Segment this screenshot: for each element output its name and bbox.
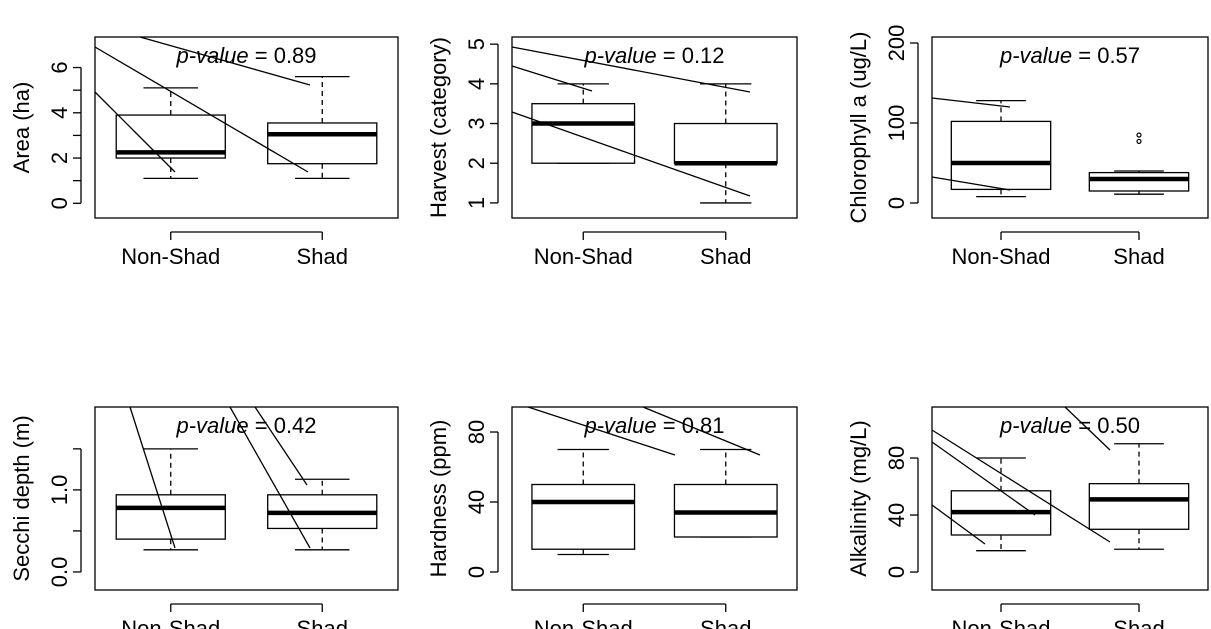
p-value-label: p-value	[583, 413, 656, 438]
plot-frame	[931, 36, 1209, 219]
stray-line	[931, 97, 1011, 108]
x-tick-label: Shad	[297, 616, 348, 629]
stray-line	[642, 406, 761, 456]
stray-line	[511, 65, 593, 92]
p-value-annotation: p-value = 0.57	[999, 43, 1140, 68]
y-axis-label: Hardness (ppm)	[426, 420, 451, 578]
box	[267, 122, 378, 165]
y-tick-label: 0.0	[47, 557, 72, 588]
p-value-text: = 0.81	[663, 413, 725, 438]
stray-line	[931, 429, 1111, 543]
p-value-text: = 0.42	[255, 413, 317, 438]
y-tick-label: 100	[884, 105, 909, 142]
p-value-text: = 0.57	[1078, 43, 1140, 68]
y-tick-label: 1	[464, 197, 489, 209]
y-tick-label: 0	[884, 566, 909, 578]
p-value-label: p-value	[999, 43, 1072, 68]
box	[115, 494, 226, 540]
y-tick-label: 200	[884, 25, 909, 62]
y-tick-label: 4	[47, 107, 72, 119]
p-value-annotation: p-value = 0.50	[999, 413, 1140, 438]
y-tick-label: 2	[47, 152, 72, 164]
stray-line	[511, 46, 751, 93]
plot-frame	[94, 406, 399, 591]
stray-line	[931, 176, 1011, 191]
p-value-annotation: p-value = 0.12	[583, 43, 724, 68]
outlier	[1136, 138, 1142, 144]
x-tick-label: Shad	[700, 616, 751, 629]
plot-frame	[94, 36, 399, 219]
y-tick-label: 4	[464, 78, 489, 90]
x-tick-label: Non-Shad	[121, 244, 220, 269]
stray-line	[94, 46, 309, 173]
p-value-text: = 0.50	[1078, 413, 1140, 438]
x-tick-label: Non-Shad	[534, 244, 633, 269]
box	[1088, 171, 1190, 192]
y-tick-label: 0	[464, 566, 489, 578]
y-tick-label: 40	[884, 503, 909, 527]
x-tick-label: Shad	[1113, 616, 1164, 629]
y-tick-label: 40	[464, 490, 489, 514]
stray-line	[527, 406, 676, 456]
x-tick-label: Shad	[297, 244, 348, 269]
y-tick-label: 1.0	[47, 475, 72, 506]
panel: 0 40 80 Hardness (ppm) Non-Shad Shad p-value =…	[426, 406, 798, 629]
panel: 0 2 4 6 Area (ha) Non-Shad Shad p-value = 0.89	[9, 36, 399, 269]
p-value-annotation: p-value = 0.89	[175, 43, 316, 68]
panel: 1 2 3 4 5 Harvest (category) Non-Shad Shad p-val…	[426, 36, 798, 269]
stray-line	[229, 406, 311, 549]
stray-line	[129, 406, 176, 549]
stray-line	[511, 111, 751, 197]
x-tick-label: Shad	[1113, 244, 1164, 269]
y-tick-label: 3	[464, 117, 489, 129]
y-tick-label: 80	[884, 446, 909, 470]
stray-line	[1064, 406, 1111, 451]
x-tick-label: Non-Shad	[951, 616, 1050, 629]
stray-line	[931, 504, 986, 545]
stray-line	[139, 36, 311, 86]
y-axis-label: Alkalinity (mg/L)	[846, 420, 871, 576]
p-value-text: = 0.12	[663, 43, 725, 68]
panel: 0.0 1.0 Secchi depth (m) Non-Shad Shad p-valu…	[9, 406, 399, 629]
plot-frame	[511, 36, 798, 219]
y-tick-label: 80	[464, 420, 489, 444]
plot-frame	[511, 406, 798, 591]
stray-line	[931, 441, 1036, 516]
outlier	[1136, 132, 1142, 138]
plot-frame	[931, 406, 1209, 591]
x-tick-label: Non-Shad	[121, 616, 220, 629]
x-tick-label: Non-Shad	[951, 244, 1050, 269]
y-tick-label: 2	[464, 157, 489, 169]
box	[531, 103, 636, 164]
box	[673, 122, 778, 164]
p-value-label: p-value	[583, 43, 656, 68]
box	[531, 483, 636, 550]
p-value-annotation: p-value = 0.42	[175, 413, 316, 438]
y-tick-label: 5	[464, 38, 489, 50]
p-value-label: p-value	[175, 413, 248, 438]
box	[1088, 483, 1190, 530]
y-tick-label: 0	[884, 197, 909, 209]
panel: 0 40 80 Alkalinity (mg/L) Non-Shad Shad p-valu…	[846, 406, 1209, 629]
y-tick-label: 0	[47, 197, 72, 209]
p-value-label: p-value	[999, 413, 1072, 438]
panel: 0 100 200 Chlorophyll a (ug/L) Non-Shad Shad p…	[846, 25, 1209, 269]
y-axis-label: Secchi depth (m)	[9, 415, 34, 581]
stray-line	[254, 406, 308, 486]
stray-line	[94, 91, 176, 173]
y-axis-label: Harvest (category)	[426, 37, 451, 218]
p-value-text: = 0.89	[255, 43, 317, 68]
y-axis-label: Chlorophyll a (ug/L)	[846, 32, 871, 224]
y-axis-label: Area (ha)	[9, 82, 34, 174]
x-tick-label: Non-Shad	[534, 616, 633, 629]
box	[950, 120, 1052, 191]
p-value-annotation: p-value = 0.81	[583, 413, 724, 438]
x-tick-label: Shad	[700, 244, 751, 269]
y-tick-label: 6	[47, 61, 72, 73]
